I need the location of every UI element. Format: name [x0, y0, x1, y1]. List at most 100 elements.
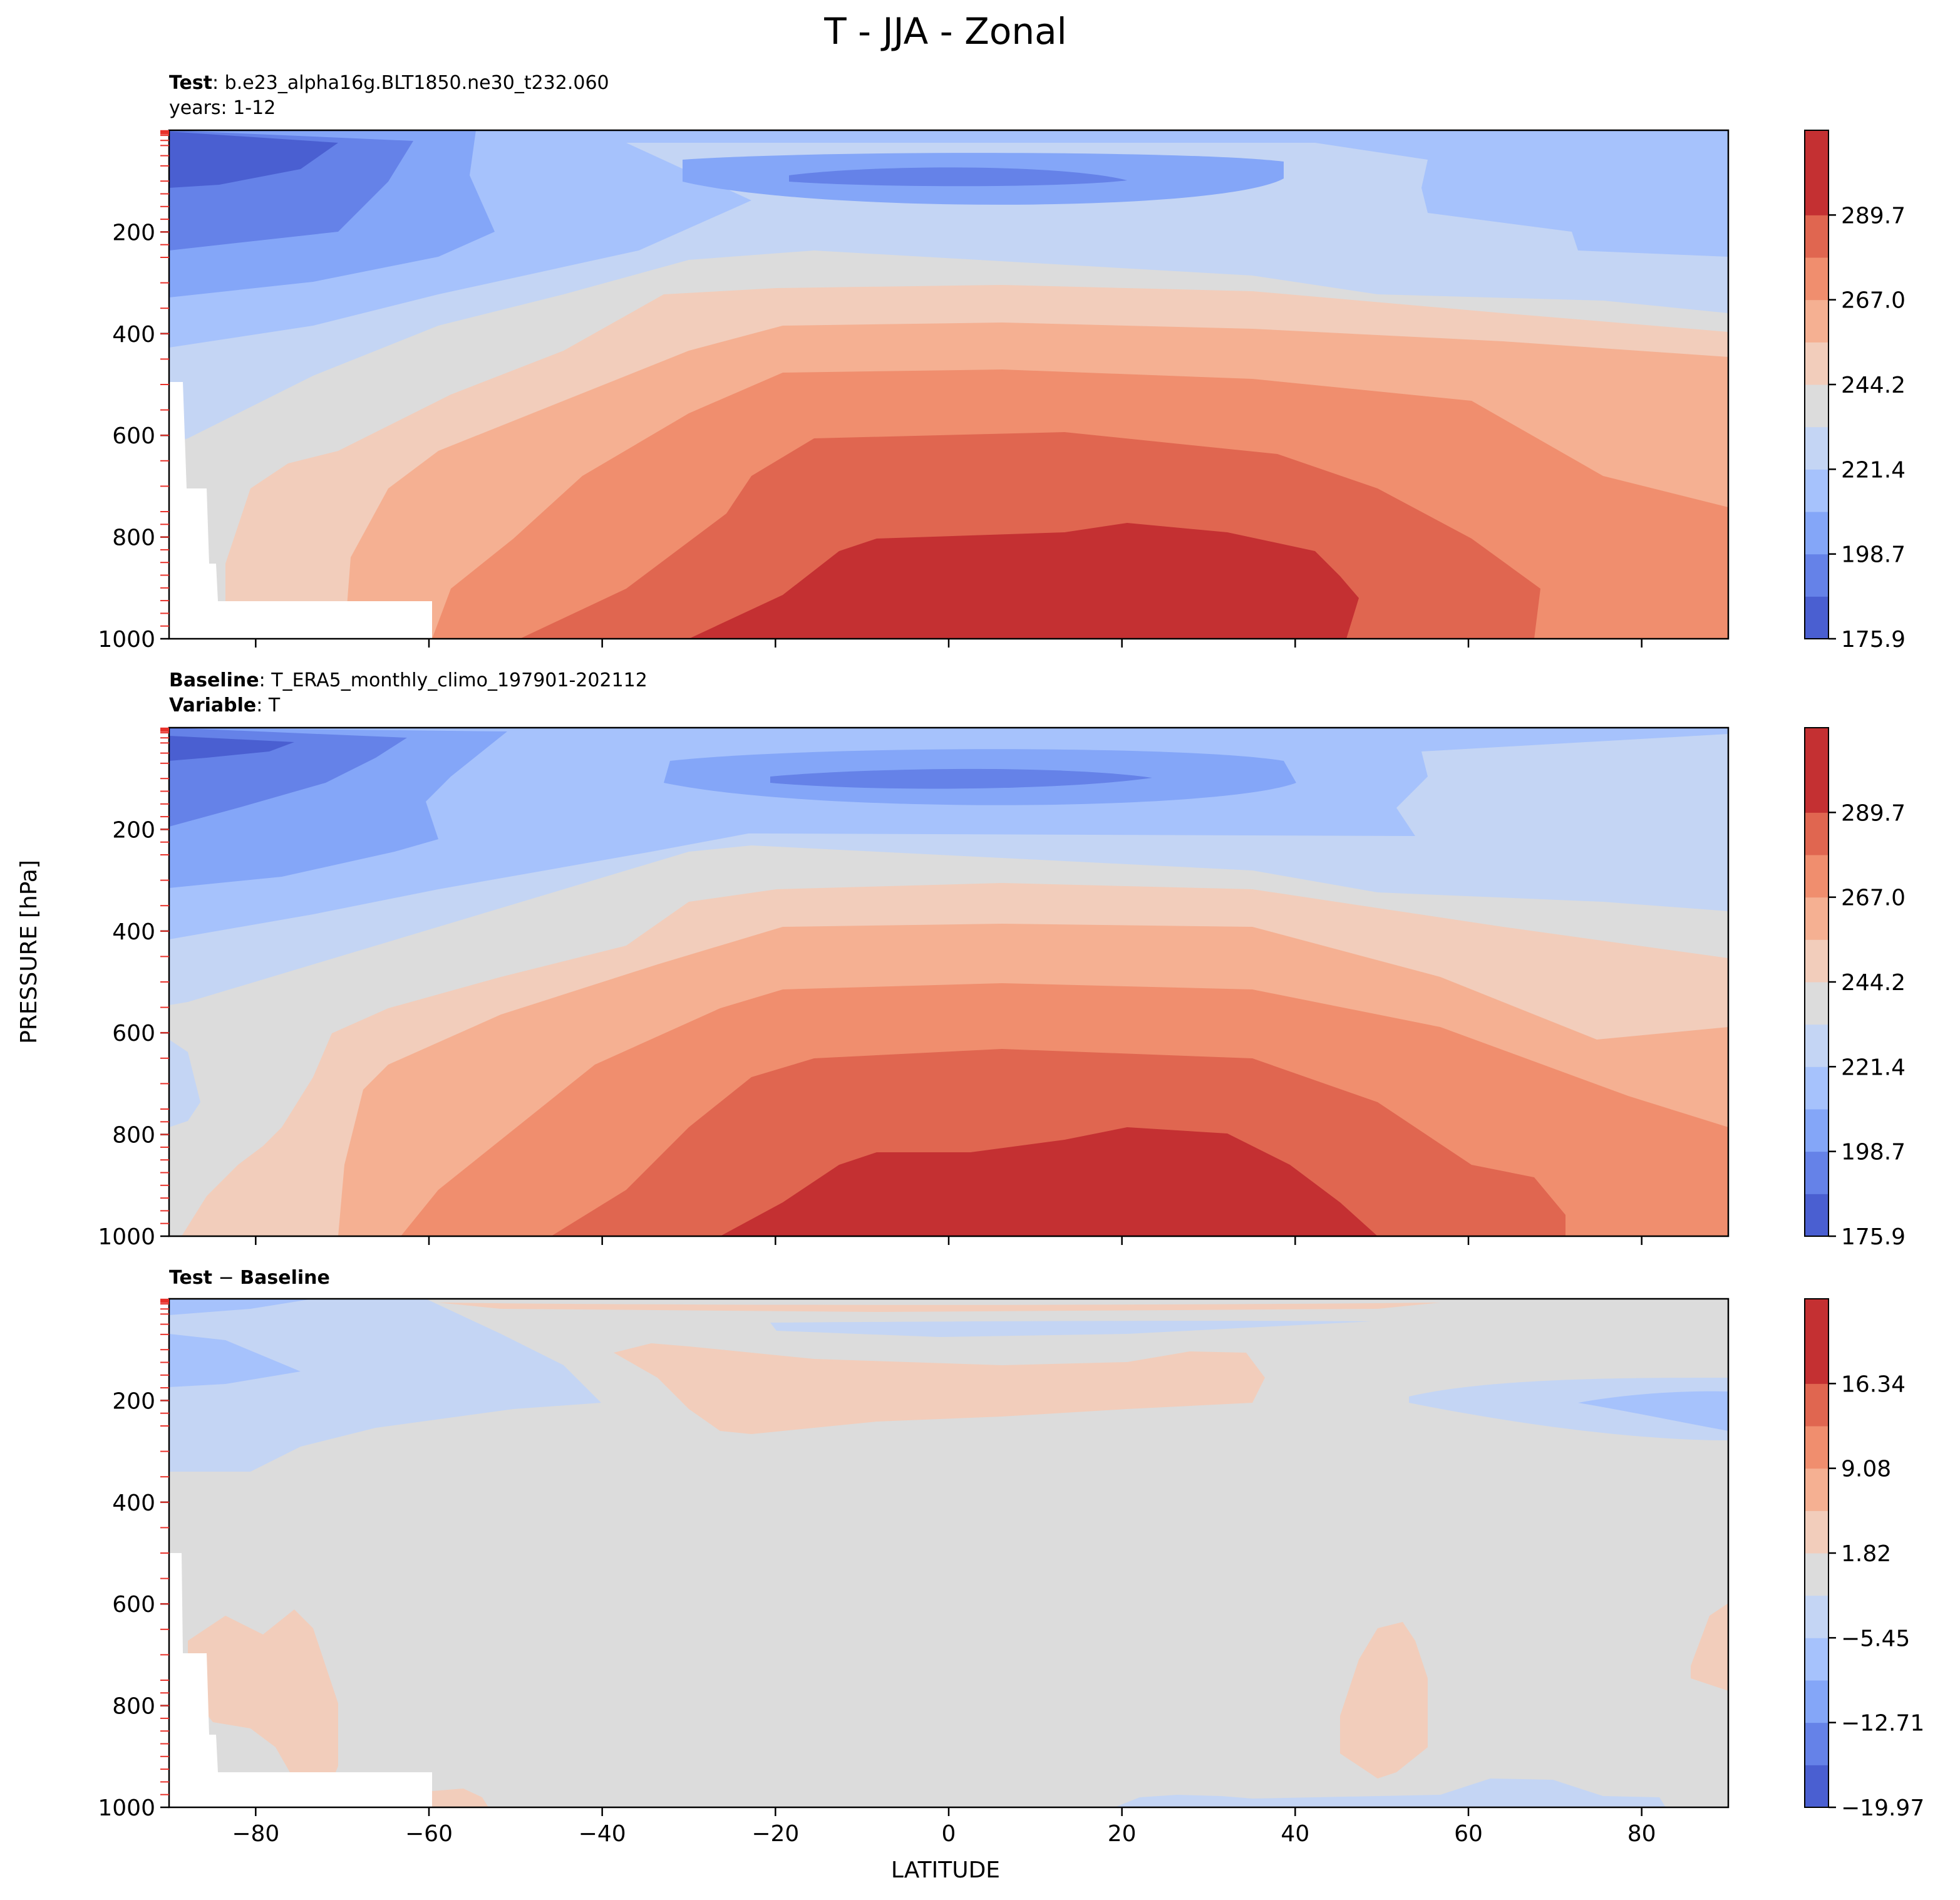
y-tick-label: 400	[112, 919, 155, 945]
colorbar-band	[1805, 897, 1828, 940]
colorbar-tick-label: 289.7	[1841, 203, 1906, 229]
y-tick-label: 1000	[98, 1224, 155, 1250]
panel-difference: Test − Baseline	[168, 1267, 1730, 1809]
test-colorbar: 289.7 267.0 244.2 221.4 198.7 175.9	[1804, 130, 1906, 653]
colorbar-band	[1805, 1194, 1828, 1237]
colorbar-band	[1805, 1024, 1828, 1067]
colorbar-tick-label: 198.7	[1841, 1140, 1906, 1165]
colorbar-band	[1805, 1109, 1828, 1152]
contour-band	[169, 132, 338, 188]
contour-band	[770, 1321, 1371, 1337]
contour-band	[169, 1299, 313, 1315]
test-header: Test: b.e23_alpha16g.BLT1850.ne30_t232.0…	[169, 72, 609, 94]
colorbar-band	[1805, 342, 1828, 385]
contour-band	[789, 167, 1127, 187]
y-tick-label: 800	[112, 1694, 155, 1720]
colorbar-band	[1805, 596, 1828, 639]
colorbar-tick-label: −5.45	[1841, 1626, 1910, 1651]
colorbar-band	[1805, 512, 1828, 555]
y-tick-label: 800	[112, 525, 155, 551]
colorbar-band	[1805, 130, 1828, 173]
x-tick-label: −40	[579, 1821, 626, 1847]
colorbar-tick-label: 267.0	[1841, 885, 1906, 911]
colorbar-tick-label: 267.0	[1841, 288, 1906, 314]
colorbar-band	[1805, 257, 1828, 301]
x-tick-label: −20	[751, 1821, 799, 1847]
contour-band	[1691, 1603, 1728, 1691]
colorbar-tick-label: 16.34	[1841, 1371, 1906, 1397]
colorbar-tick-label: 1.82	[1841, 1541, 1891, 1567]
colorbar-band	[1805, 172, 1828, 215]
colorbar-tick-label: −12.71	[1841, 1711, 1924, 1737]
colorbar-band	[1805, 1680, 1828, 1723]
figure-title: T - JJA - Zonal	[823, 10, 1067, 53]
contour-band	[432, 1789, 488, 1807]
x-tick-label: 20	[1108, 1821, 1137, 1847]
contour-band	[169, 130, 1728, 348]
missing-data	[169, 1553, 432, 1807]
colorbar-tick-label: 289.7	[1841, 800, 1906, 826]
baseline-colorbar: 289.7 267.0 244.2 221.4 198.7 175.9	[1804, 727, 1906, 1250]
y-tick-label: 1000	[98, 1795, 155, 1821]
colorbar-band	[1805, 554, 1828, 597]
y-tick-label: 400	[112, 1490, 155, 1516]
y-tick-label: 200	[112, 1388, 155, 1414]
y-tick-label: 800	[112, 1123, 155, 1149]
contour-band	[720, 1127, 1378, 1236]
baseline-header: Baseline: T_ERA5_monthly_climo_197901-20…	[169, 669, 647, 691]
colorbar-layer: 289.7 267.0 244.2 221.4 198.7 175.9 289.7 267.0…	[1804, 130, 1924, 1821]
colorbar-band	[1805, 1595, 1828, 1638]
test-contours	[169, 130, 1728, 639]
x-tick-label: 80	[1627, 1821, 1656, 1847]
diff-colorbar: 16.34 9.08 1.82 −5.45 −12.71 −19.97	[1804, 1298, 1924, 1821]
colorbar-tick-label: 175.9	[1841, 627, 1906, 653]
colorbar-band	[1805, 982, 1828, 1025]
y-tick-label: 400	[112, 322, 155, 348]
colorbar-tick-label: 221.4	[1841, 1055, 1906, 1080]
colorbar-band	[1805, 1468, 1828, 1511]
contour-band	[188, 1609, 338, 1797]
colorbar-band	[1805, 728, 1828, 771]
colorbar-band	[1805, 1765, 1828, 1808]
colorbar-tick-label: 244.2	[1841, 970, 1906, 996]
contour-band	[169, 1334, 301, 1387]
x-tick-label: 60	[1454, 1821, 1483, 1847]
panel-test: Test: b.e23_alpha16g.BLT1850.ne30_t232.0…	[168, 72, 1730, 640]
baseline-subheader: Variable: T	[169, 694, 281, 716]
missing-data	[169, 382, 432, 639]
colorbar-band	[1805, 215, 1828, 258]
x-tick-label: −60	[405, 1821, 453, 1847]
colorbar-tick-label: 9.08	[1841, 1457, 1891, 1482]
colorbar-band	[1805, 1383, 1828, 1427]
y-tick-label: 200	[112, 817, 155, 843]
contour-band	[614, 1343, 1265, 1434]
diff-contours	[169, 1299, 1728, 1807]
colorbar-band	[1805, 426, 1828, 470]
contour-band	[438, 1303, 1440, 1312]
colorbar-band	[1805, 1151, 1828, 1194]
panel-baseline: Baseline: T_ERA5_monthly_climo_197901-20…	[168, 669, 1730, 1237]
colorbar-tick-label: 221.4	[1841, 457, 1906, 483]
colorbar-band	[1805, 1510, 1828, 1554]
colorbar-band	[1805, 812, 1828, 855]
y-tick-label: 1000	[98, 627, 155, 653]
colorbar-band	[1805, 1341, 1828, 1384]
y-axis-label: PRESSURE [hPa]	[16, 860, 42, 1044]
colorbar-tick-label: 198.7	[1841, 542, 1906, 568]
x-tick-label: 40	[1281, 1821, 1309, 1847]
colorbar-tick-label: 244.2	[1841, 373, 1906, 398]
colorbar-band	[1805, 770, 1828, 813]
colorbar-tick-label: 175.9	[1841, 1224, 1906, 1250]
contour-band	[169, 1299, 601, 1472]
contour-band	[770, 768, 1152, 789]
contour-band	[169, 728, 1728, 939]
y-tick-label: 600	[112, 1021, 155, 1046]
test-subheader: years: 1-12	[169, 97, 276, 119]
x-tick-label: −80	[232, 1821, 279, 1847]
contour-band	[689, 523, 1359, 639]
colorbar-band	[1805, 855, 1828, 898]
colorbar-band	[1805, 1722, 1828, 1765]
y-tick-label: 600	[112, 423, 155, 449]
colorbar-band	[1805, 469, 1828, 512]
